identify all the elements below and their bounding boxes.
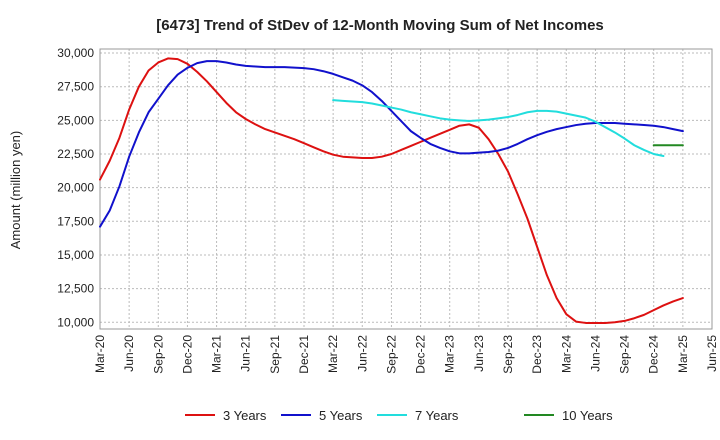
- plot-area-frame: [99, 48, 713, 330]
- x-tick-label: Sep-20: [151, 335, 165, 374]
- x-tick-label: Dec-21: [297, 335, 311, 374]
- y-tick-label: 25,000: [57, 113, 94, 127]
- x-tick-label: Jun-21: [239, 335, 253, 372]
- x-tick-label: Jun-24: [588, 335, 602, 372]
- x-tick-label: Mar-23: [443, 335, 457, 373]
- legend-label-3-years: 3 Years: [223, 408, 267, 423]
- y-tick-label: 15,000: [57, 248, 94, 262]
- y-tick-label: 30,000: [57, 46, 94, 60]
- x-tick-label: Jun-23: [472, 335, 486, 372]
- y-tick-label: 17,500: [57, 214, 94, 228]
- x-tick-label: Jun-25: [705, 335, 719, 372]
- series-line-3-years: [99, 57, 684, 324]
- legend-label-10-years: 10 Years: [562, 408, 613, 423]
- x-tick-label: Mar-20: [93, 335, 107, 373]
- legend: 3 Years 5 Years 7 Years 10 Years: [185, 408, 613, 423]
- legend-label-7-years: 7 Years: [415, 408, 459, 423]
- series-line-7-years: [332, 99, 665, 158]
- y-tick-label: 27,500: [57, 80, 94, 94]
- x-tick-label: Mar-24: [559, 335, 573, 373]
- y-tick-label: 12,500: [57, 282, 94, 296]
- x-tick-label: Mar-25: [676, 335, 690, 373]
- y-tick-labels: 10,000 12,500 15,000 17,500 20,000 22,500 25,0…: [57, 46, 94, 329]
- x-tick-label: Mar-21: [210, 335, 224, 373]
- x-tick-label: Dec-20: [180, 335, 194, 374]
- y-tick-label: 20,000: [57, 181, 94, 195]
- chart-title: [6473] Trend of StDev of 12-Month Moving…: [156, 17, 604, 34]
- x-gridlines: [99, 49, 713, 329]
- series-line-5-years: [99, 60, 684, 228]
- x-tick-label: Dec-24: [647, 335, 661, 374]
- x-tick-label: Sep-24: [618, 335, 632, 374]
- y-tick-label: 22,500: [57, 147, 94, 161]
- x-tick-label: Jun-22: [355, 335, 369, 372]
- x-tick-label: Sep-22: [384, 335, 398, 374]
- series-lines: [99, 57, 684, 324]
- x-tick-label: Dec-22: [414, 335, 428, 374]
- x-tick-label: Sep-21: [268, 335, 282, 374]
- x-tick-label: Dec-23: [530, 335, 544, 374]
- legend-label-5-years: 5 Years: [319, 408, 363, 423]
- x-tick-label: Sep-23: [501, 335, 515, 374]
- x-tick-label: Mar-22: [326, 335, 340, 373]
- x-tick-label: Jun-20: [122, 335, 136, 372]
- y-tick-label: 10,000: [57, 315, 94, 329]
- y-axis-label: Amount (million yen): [8, 131, 23, 250]
- y-gridlines: [100, 52, 712, 323]
- x-tick-labels: Mar-20 Jun-20 Sep-20 Dec-20 Mar-21 Jun-21 Sep-…: [93, 335, 719, 374]
